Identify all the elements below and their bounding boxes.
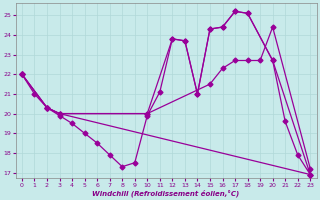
X-axis label: Windchill (Refroidissement éolien,°C): Windchill (Refroidissement éolien,°C): [92, 189, 240, 197]
